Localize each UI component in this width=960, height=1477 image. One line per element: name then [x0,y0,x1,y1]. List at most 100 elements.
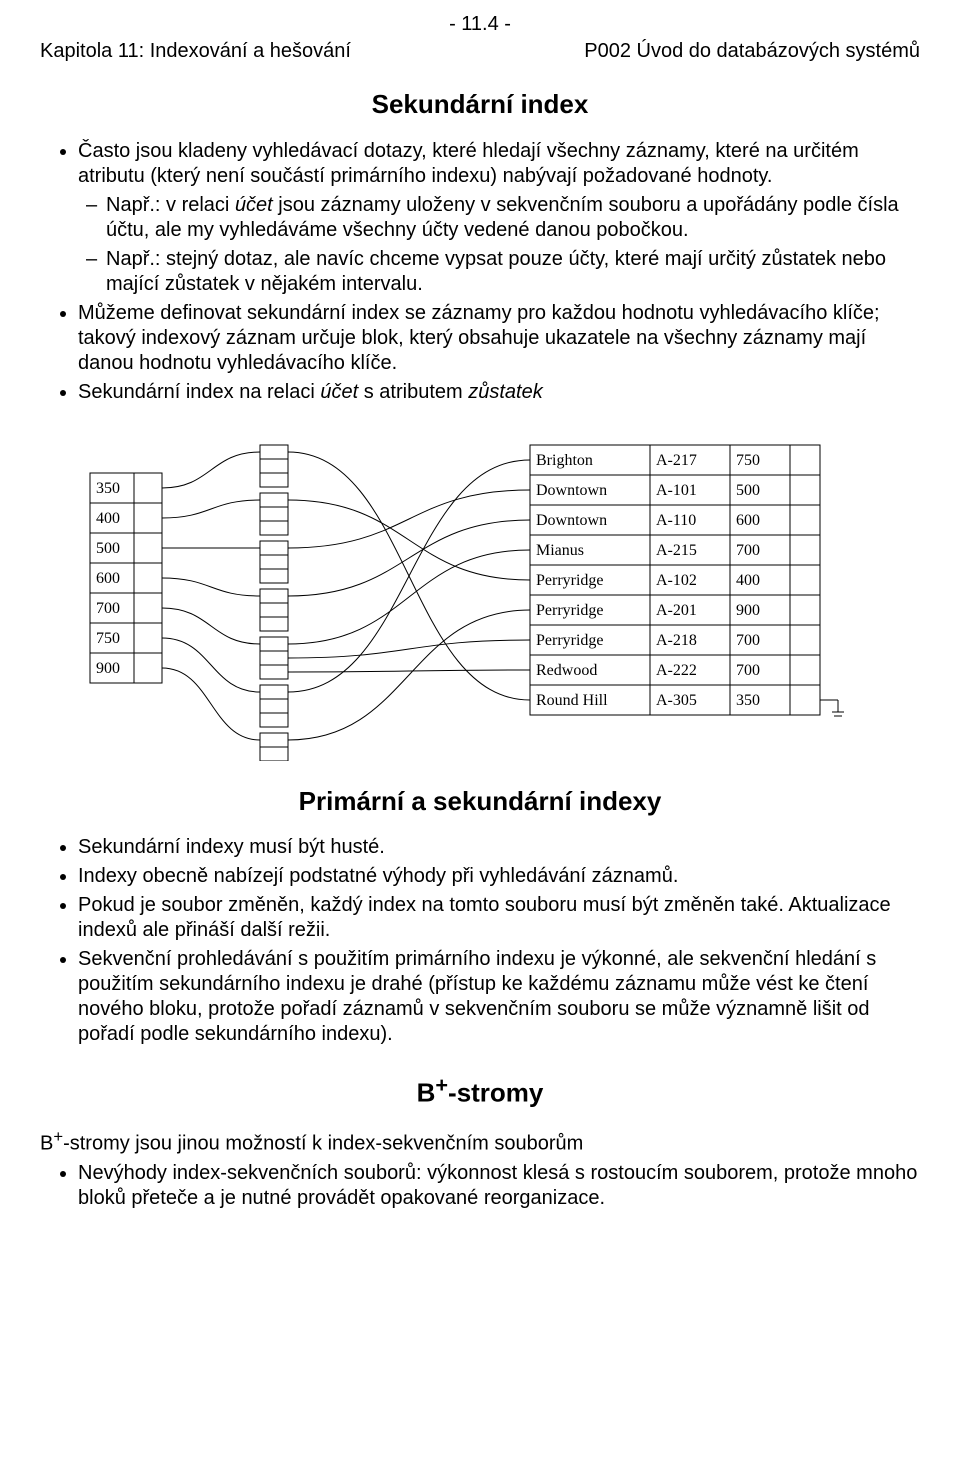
index-ptr-cell [134,473,162,503]
record-text: A-102 [656,572,697,589]
list-text: Můžeme definovat sekundární index se záz… [78,302,880,374]
section1-list: Často jsou kladeny vyhledávací dotazy, k… [40,139,920,405]
text: Sekundární index na relaci [78,381,320,403]
index-value-text: 400 [96,510,120,527]
record-text: Mianus [536,542,584,559]
record-cell [790,505,820,535]
list-text: Často jsou kladeny vyhledávací dotazy, k… [78,140,859,187]
record-text: Perryridge [536,602,604,619]
bucket-box [260,445,288,487]
text: B [417,1078,436,1108]
record-cell [790,595,820,625]
section-title-bstromy: B+-stromy [40,1071,920,1109]
index-value-text: 500 [96,540,120,557]
section3-intro: B+-stromy jsou jinou možností k index-se… [40,1127,920,1157]
italic-text: účet [320,381,358,403]
record-text: A-222 [656,662,697,679]
record-text: A-101 [656,482,697,499]
index-ptr-cell [134,563,162,593]
ptr-index-to-bucket [162,452,260,488]
index-value-text: 750 [96,630,120,647]
dash-list: Např.: v relaci účet jsou záznamy uložen… [78,193,920,297]
index-ptr-cell [134,653,162,683]
record-text: 350 [736,692,760,709]
list-item: Sekundární index na relaci účet s atribu… [78,380,920,405]
record-text: Brighton [536,452,593,469]
record-cell [790,655,820,685]
record-text: A-217 [656,452,697,469]
index-ptr-cell [134,503,162,533]
index-ptr-cell [134,593,162,623]
ptr-bucket-to-record [288,670,530,672]
page-number: - 11.4 - [40,0,920,37]
index-value-text: 700 [96,600,120,617]
index-value-text: 900 [96,660,120,677]
record-text: A-218 [656,632,697,649]
text: B [40,1133,53,1155]
record-text: 700 [736,662,760,679]
record-cell [790,625,820,655]
record-text: 700 [736,542,760,559]
index-value-text: 350 [96,480,120,497]
index-ptr-cell [134,623,162,653]
section2-list: Sekundární indexy musí být husté. Indexy … [40,835,920,1047]
ptr-index-to-bucket [162,608,260,644]
ptr-bucket-to-record [288,610,530,740]
ptr-index-to-bucket [162,500,260,518]
ptr-bucket-to-record [288,520,530,596]
bucket-box [260,541,288,583]
bucket-box [260,589,288,631]
section-title-sekundarni-index: Sekundární index [40,88,920,121]
text: Např.: stejný dotaz, ale navíc chceme vy… [106,248,886,295]
section3-list: Nevýhody index-sekvenčních souborů: výko… [40,1161,920,1211]
dash-item: Např.: stejný dotaz, ale navíc chceme vy… [106,247,920,297]
list-item: Často jsou kladeny vyhledávací dotazy, k… [78,139,920,297]
record-cell [790,535,820,565]
record-text: Perryridge [536,632,604,649]
record-cell [790,475,820,505]
text: Např.: v relaci [106,194,235,216]
record-text: Round Hill [536,692,608,709]
list-item: Sekundární indexy musí být husté. [78,835,920,860]
record-text: Perryridge [536,572,604,589]
list-item: Indexy obecně nabízejí podstatné výhody … [78,864,920,889]
record-text: A-305 [656,692,697,709]
index-ptr-cell [134,533,162,563]
bucket-box [260,685,288,727]
record-text: 900 [736,602,760,619]
list-item: Sekvenční prohledávání s použitím primár… [78,947,920,1047]
record-text: A-215 [656,542,697,559]
ptr-index-to-bucket [162,638,260,692]
bucket-box [260,637,288,679]
record-text: Redwood [536,662,597,679]
bucket-box [260,493,288,535]
dash-item: Např.: v relaci účet jsou záznamy uložen… [106,193,920,243]
record-cell [790,445,820,475]
list-item: Pokud je soubor změněn, každý index na t… [78,893,920,943]
section-title-primarni-sekundarni: Primární a sekundární indexy [40,785,920,818]
page: - 11.4 - Kapitola 11: Indexování a hešov… [0,0,960,1211]
list-item: Můžeme definovat sekundární index se záz… [78,301,920,376]
ptr-bucket-to-record [288,550,530,644]
running-header: Kapitola 11: Indexování a hešování P002 … [40,39,920,64]
secondary-index-diagram: 350400500600700750900BrightonA-217750Dow… [80,421,880,761]
list-item: Nevýhody index-sekvenčních souborů: výko… [78,1161,920,1211]
record-cell [790,685,820,715]
text: -stromy [448,1078,543,1108]
superscript: + [53,1127,63,1146]
text: -stromy jsou jinou možností k index-sekv… [63,1133,583,1155]
record-text: 700 [736,632,760,649]
ptr-index-to-bucket [162,668,260,740]
record-text: 750 [736,452,760,469]
record-text: A-201 [656,602,697,619]
header-left: Kapitola 11: Indexování a hešování [40,39,351,64]
record-cell [790,565,820,595]
record-text: 500 [736,482,760,499]
record-text: Downtown [536,512,607,529]
header-right: P002 Úvod do databázových systémů [584,39,920,64]
record-text: A-110 [656,512,696,529]
record-text: 400 [736,572,760,589]
italic-text: účet [235,194,273,216]
ptr-bucket-to-record [288,500,530,580]
ptr-index-to-bucket [162,578,260,596]
